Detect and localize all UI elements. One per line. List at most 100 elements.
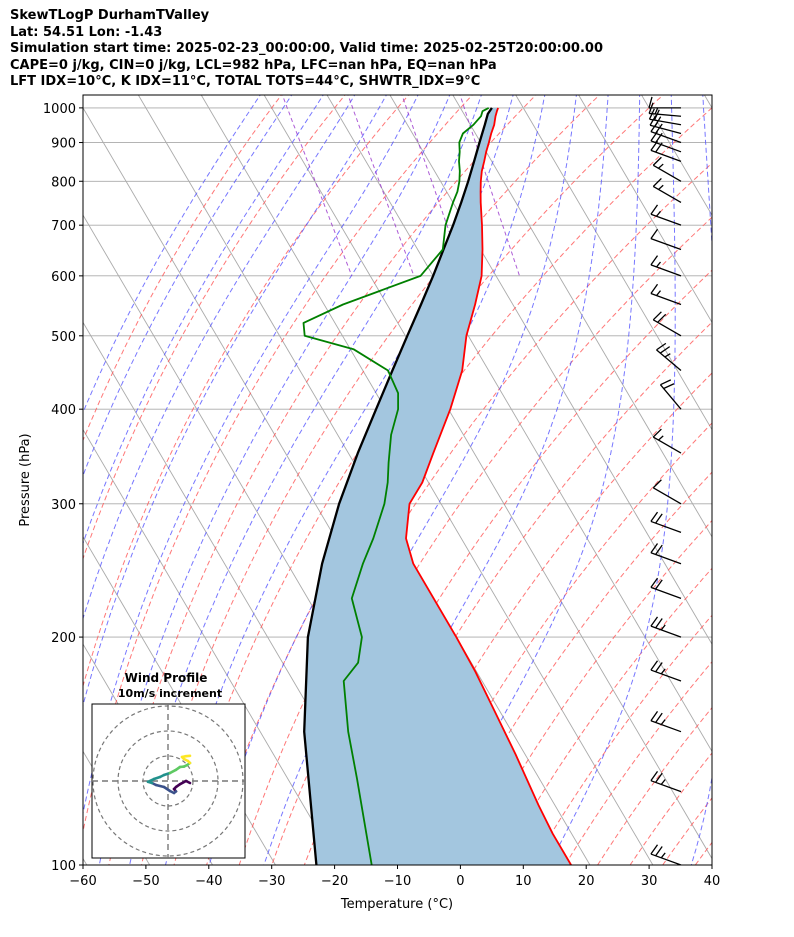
location-line: Lat: 54.51 Lon: -1.43 (10, 24, 163, 40)
isotherm (326, 95, 712, 753)
moist-adiabat (333, 95, 609, 865)
dry-adiabat (271, 216, 712, 865)
isotherm (703, 95, 712, 109)
dry-adiabat (401, 422, 712, 865)
dry-adiabat (597, 706, 712, 865)
barb-shaft (650, 586, 682, 599)
barb-flag (650, 121, 659, 132)
cape-cin-area (304, 107, 572, 865)
barb-flag (652, 479, 662, 489)
barb-shaft (650, 780, 682, 793)
barb-flag (650, 283, 659, 294)
barb-shaft (652, 185, 682, 204)
barb-flag (652, 156, 662, 166)
barb-half-flag (660, 779, 666, 785)
x-tick-label: 40 (704, 874, 721, 889)
y-tick-label: 400 (51, 403, 76, 418)
wind-barb (652, 479, 682, 505)
x-tick-label: −40 (195, 874, 222, 889)
barb-half-flag (660, 624, 666, 631)
barb-flag (648, 102, 654, 114)
barb-flag (650, 577, 659, 588)
moist-adiabat (83, 95, 293, 477)
barb-shaft (650, 720, 682, 733)
barb-flag (653, 109, 660, 121)
y-tick-label: 600 (51, 270, 76, 285)
wind-barb (650, 511, 682, 533)
moist-adiabat (83, 95, 324, 545)
barb-flag (655, 544, 663, 555)
barb-shaft (656, 349, 682, 371)
dry-adiabat (629, 752, 712, 865)
barb-flag (656, 342, 667, 351)
hodograph-trace-segment (154, 783, 166, 789)
barb-flag (650, 660, 659, 671)
barb-flag (657, 313, 667, 323)
barb-shaft (649, 112, 682, 117)
dry-adiabat (662, 797, 712, 865)
wind-barb (648, 96, 681, 109)
x-tick-label: −50 (132, 874, 159, 889)
dry-adiabat (694, 841, 712, 865)
barb-flag (660, 379, 672, 386)
barb-flag (648, 96, 653, 109)
barb-half-flag (664, 353, 671, 358)
wind-barb (650, 577, 682, 599)
barb-flag (650, 255, 659, 266)
barb-flag (663, 383, 675, 390)
chart-title: SkewTLogP DurhamTValley (10, 8, 210, 23)
barb-shaft (650, 264, 682, 277)
wind-barb (650, 660, 682, 682)
y-tick-label: 800 (51, 175, 76, 190)
wind-barb (650, 255, 682, 277)
x-tick-label: 10 (515, 874, 532, 889)
wind-barb (656, 342, 682, 371)
barb-flag (655, 618, 663, 629)
barb-flag (655, 846, 663, 857)
index-line: LFT IDX=10°C, K IDX=11°C, TOTAL TOTS=44°… (10, 74, 481, 90)
barb-flag (655, 772, 663, 783)
wind-barb (650, 131, 682, 153)
mixing-ratio-line (347, 95, 415, 277)
dry-adiabat (531, 614, 712, 865)
wind-barb (652, 177, 682, 204)
barb-flag (650, 770, 659, 782)
barb-shaft (650, 237, 682, 251)
barb-flag (655, 579, 663, 590)
moist-adiabat (734, 92, 794, 882)
barb-shaft (650, 292, 682, 306)
moist-adiabat (83, 95, 419, 816)
barb-half-flag (658, 163, 664, 169)
dry-adiabat (140, 95, 601, 865)
barb-half-flag (656, 290, 662, 296)
x-tick-label: 0 (456, 874, 464, 889)
barb-shaft (652, 319, 682, 337)
isotherm (200, 95, 654, 865)
barb-flag (652, 428, 662, 438)
moist-adiabat (83, 95, 387, 708)
barb-shaft (650, 853, 682, 865)
barb-flag (652, 311, 662, 321)
x-tick-label: 20 (578, 874, 595, 889)
wind-barb (659, 379, 682, 410)
dry-adiabat (83, 95, 283, 442)
barb-flag (650, 228, 659, 239)
barb-shaft (650, 669, 682, 682)
barb-shaft (652, 164, 682, 182)
x-tick-label: 30 (641, 874, 658, 889)
barb-shaft (650, 520, 682, 533)
barb-flag (659, 346, 671, 354)
x-tick-label: −60 (69, 874, 96, 889)
parcel-path-line (303, 107, 493, 865)
wind-barb (650, 283, 682, 306)
dry-adiabat (715, 92, 794, 882)
barb-flag (648, 108, 655, 120)
moist-adiabat (129, 95, 482, 865)
hodograph: Wind Profile 10m/s increment (91, 671, 246, 859)
dry-adiabat (83, 95, 410, 688)
moist-adiabat (98, 95, 451, 865)
barb-flag (650, 844, 659, 855)
cape-line: CAPE=0 j/kg, CIN=0 j/kg, LCL=982 hPa, LF… (10, 57, 497, 73)
x-tick-label: −20 (321, 874, 348, 889)
barb-flag (650, 711, 659, 722)
